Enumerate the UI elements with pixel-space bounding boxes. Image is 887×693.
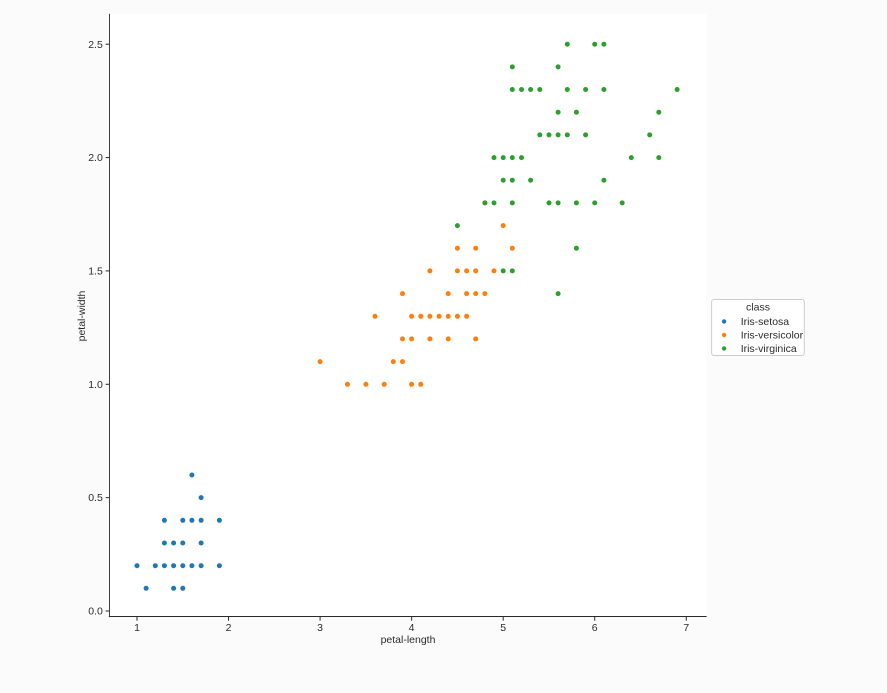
svg-text:1: 1	[134, 622, 140, 634]
svg-text:1.5: 1.5	[88, 266, 103, 278]
svg-text:Iris-virginica: Iris-virginica	[741, 343, 797, 355]
svg-text:4: 4	[409, 622, 415, 634]
svg-text:Iris-versicolor: Iris-versicolor	[741, 330, 804, 342]
svg-text:3: 3	[317, 622, 323, 634]
svg-text:0.0: 0.0	[88, 606, 103, 618]
svg-text:2: 2	[226, 622, 232, 634]
svg-text:5: 5	[500, 622, 506, 634]
svg-text:6: 6	[592, 622, 598, 634]
svg-text:2.0: 2.0	[88, 152, 103, 164]
svg-text:Iris-setosa: Iris-setosa	[741, 316, 790, 328]
svg-text:petal-length: petal-length	[381, 634, 436, 646]
svg-text:petal-width: petal-width	[76, 290, 88, 341]
svg-text:7: 7	[683, 622, 689, 634]
svg-text:2.5: 2.5	[88, 39, 103, 51]
svg-text:0.5: 0.5	[88, 492, 103, 504]
svg-text:1.0: 1.0	[88, 379, 103, 391]
svg-text:class: class	[746, 301, 770, 313]
